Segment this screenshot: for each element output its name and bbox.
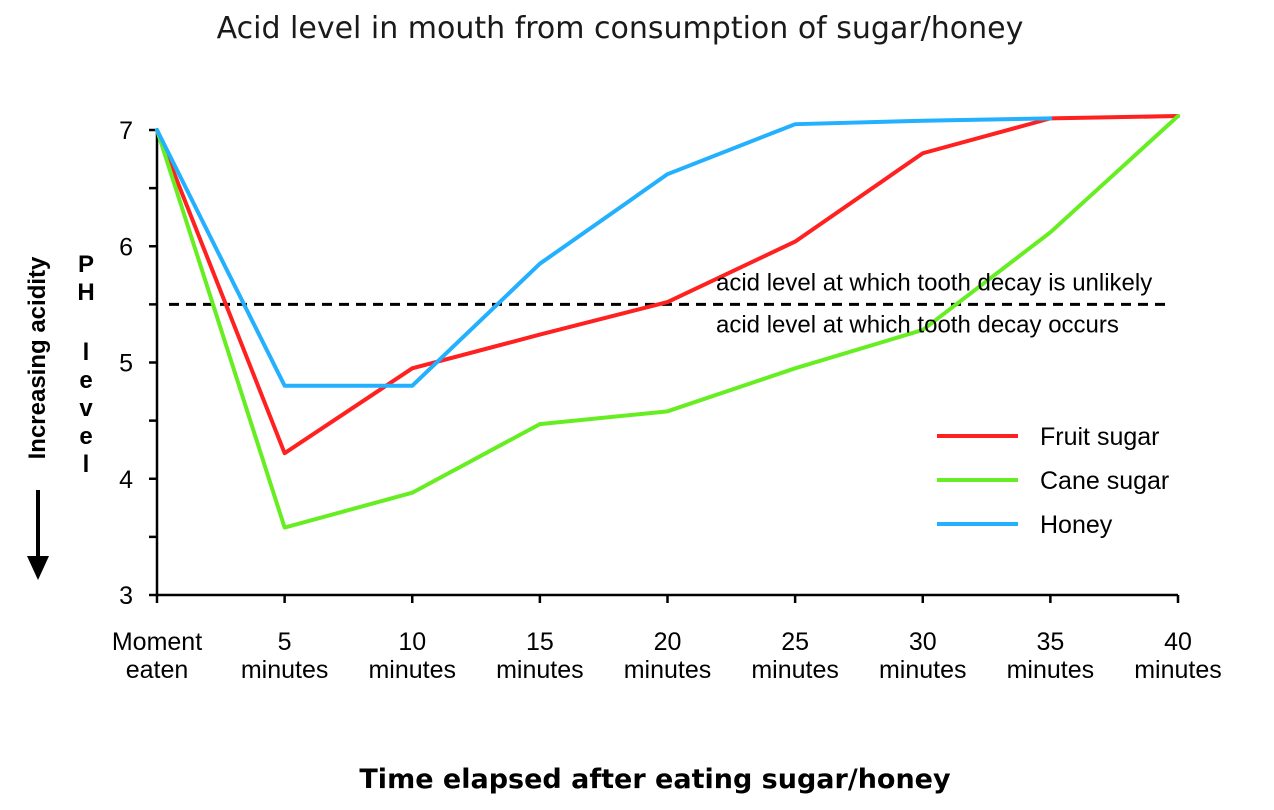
- legend-label: Honey: [1040, 511, 1113, 539]
- x-tick-label: minutes: [496, 656, 584, 684]
- y-axis-label-char: e: [79, 423, 92, 450]
- x-ticks: Momenteaten5minutes10minutes15minutes20m…: [112, 595, 1222, 684]
- x-tick-label: minutes: [751, 656, 839, 684]
- y-ticks: 3 4 5 6 7: [119, 117, 157, 610]
- x-tick-label: minutes: [241, 656, 329, 684]
- y-axis-label-char: H: [77, 279, 94, 306]
- y-tick-label: 6: [119, 233, 133, 261]
- series-line-honey: [155, 116, 1053, 388]
- x-tick-label: minutes: [368, 656, 456, 684]
- y-tick-label: 5: [119, 350, 133, 378]
- x-tick-label: Moment: [112, 628, 202, 656]
- x-tick-label: 20: [654, 628, 682, 656]
- y-axis-label-char: l: [83, 451, 90, 478]
- x-tick-label: minutes: [879, 656, 967, 684]
- y-axis-label-char: v: [79, 395, 93, 422]
- x-tick-label: 10: [398, 628, 426, 656]
- x-axis-title: Time elapsed after eating sugar/honey: [359, 764, 951, 795]
- x-tick-label: eaten: [126, 656, 189, 684]
- x-tick-label: 25: [781, 628, 809, 656]
- x-tick-label: 35: [1036, 628, 1064, 656]
- legend-label: Cane sugar: [1040, 467, 1169, 495]
- x-tick-label: minutes: [624, 656, 712, 684]
- x-tick-label: 30: [909, 628, 937, 656]
- y-tick-label: 3: [119, 582, 133, 610]
- series-line-cane-sugar: [155, 114, 1180, 530]
- threshold-label-below: acid level at which tooth decay occurs: [716, 311, 1119, 338]
- x-tick-label: minutes: [1134, 656, 1222, 684]
- x-tick-label: 15: [526, 628, 554, 656]
- legend: Fruit sugar Cane sugar Honey: [937, 423, 1169, 539]
- increasing-acidity-label: Increasing acidity: [24, 256, 51, 459]
- x-tick-label: minutes: [1007, 656, 1095, 684]
- threshold-label-above: acid level at which tooth decay is unlik…: [716, 269, 1152, 296]
- legend-item: Honey: [937, 511, 1113, 539]
- series-layer: [155, 114, 1180, 530]
- y-axis-label-char: P: [78, 251, 94, 278]
- x-tick-label: 5: [278, 628, 292, 656]
- y-axis-label-char: e: [79, 367, 92, 394]
- series-line-fruit-sugar: [155, 114, 1180, 456]
- legend-item: Cane sugar: [937, 467, 1169, 495]
- y-tick-label: 4: [119, 466, 133, 494]
- y-axis-label-char: l: [83, 339, 90, 366]
- increasing-acidity-indicator: Increasing acidity: [24, 256, 51, 580]
- legend-item: Fruit sugar: [937, 423, 1159, 451]
- down-arrow-icon: [27, 556, 49, 580]
- y-tick-label: 7: [119, 117, 133, 145]
- x-tick-label: 40: [1164, 628, 1192, 656]
- chart-title: Acid level in mouth from consumption of …: [217, 11, 1024, 46]
- legend-label: Fruit sugar: [1040, 423, 1159, 451]
